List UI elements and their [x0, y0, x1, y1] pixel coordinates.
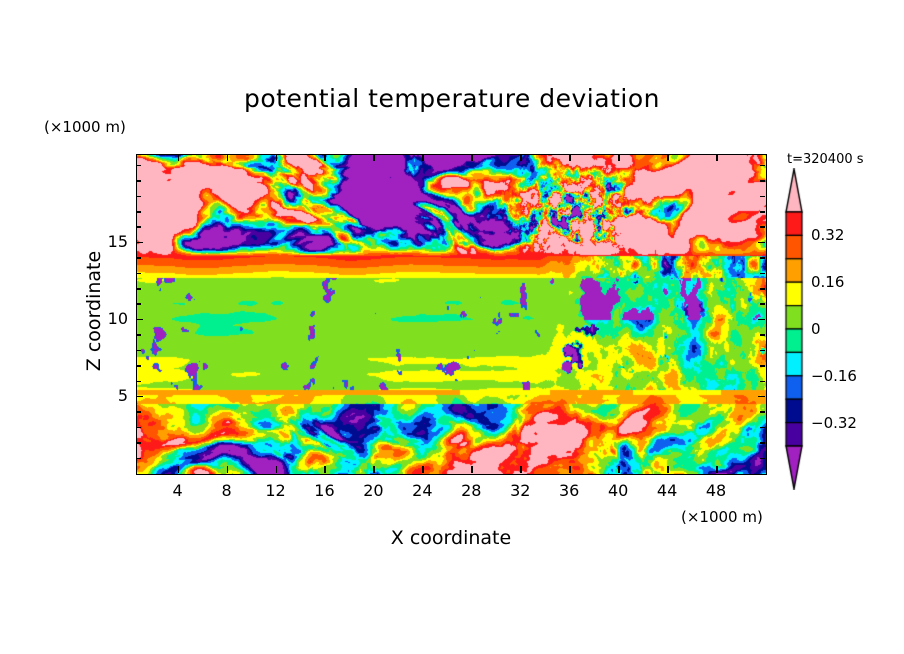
y-axis-minor-tick [136, 180, 141, 182]
x-axis-tick [618, 466, 620, 473]
y-axis-tick [758, 241, 765, 244]
x-axis-tick [667, 154, 669, 161]
y-axis-tick [758, 318, 765, 321]
y-axis-minor-tick [760, 226, 765, 228]
x-axis-tick-label: 40 [607, 481, 629, 500]
y-axis-minor-tick [760, 380, 765, 383]
y-axis-minor-tick [136, 303, 141, 305]
y-axis-minor-tick [760, 303, 765, 305]
y-axis-minor-tick [760, 211, 765, 213]
x-axis-tick-label: 12 [265, 481, 286, 500]
x-axis-tick [471, 466, 473, 473]
x-axis-tick [373, 154, 375, 161]
x-axis-tick [275, 466, 277, 473]
x-axis-tick-label: 8 [221, 481, 232, 500]
y-axis-minor-tick [136, 226, 141, 228]
x-axis-tick [226, 154, 229, 161]
x-axis-tick-label: 28 [461, 481, 482, 500]
y-axis-minor-tick [136, 195, 141, 198]
y-axis-minor-tick [136, 334, 141, 336]
colorbar-tick-label: −0.32 [811, 413, 857, 432]
heatmap-plot-area [136, 154, 767, 475]
y-axis-minor-tick [760, 180, 765, 182]
x-axis-tick [471, 154, 473, 161]
x-axis-tick [373, 466, 375, 473]
x-axis-tick [177, 154, 180, 161]
y-axis-minor-tick [760, 257, 765, 259]
x-axis-unit-label: (×1000 m) [681, 508, 763, 526]
y-axis-minor-tick [136, 442, 141, 444]
x-axis-tick-label: 36 [559, 481, 580, 500]
y-axis-minor-tick [136, 349, 141, 352]
x-axis-tick [226, 466, 229, 473]
y-axis-minor-tick [136, 211, 141, 213]
colorbar [777, 168, 811, 490]
y-axis-minor-tick [136, 257, 141, 259]
x-axis-tick [177, 466, 180, 473]
y-axis-minor-tick [760, 411, 765, 413]
colorbar-gradient [777, 168, 811, 490]
x-axis-tick [520, 466, 522, 473]
x-axis-tick [520, 154, 522, 161]
x-axis-tick [324, 466, 326, 473]
x-axis-tick [716, 154, 718, 161]
y-axis-tick-label: 15 [107, 231, 128, 251]
x-axis-tick [667, 466, 669, 473]
x-axis-tick-label: 20 [363, 481, 384, 500]
x-axis-tick-label: 24 [412, 481, 433, 500]
timestamp-annotation: t=320400 s [787, 152, 864, 167]
x-axis-tick [618, 154, 620, 161]
y-axis-tick [136, 241, 143, 244]
y-axis-unit-label: (×1000 m) [44, 118, 126, 136]
x-axis-tick-label: 16 [314, 481, 335, 500]
colorbar-tick-label: 0.16 [811, 273, 845, 292]
y-axis-minor-tick [760, 272, 765, 275]
x-axis-tick-label: 32 [510, 481, 531, 500]
x-axis-title: X coordinate [390, 527, 512, 549]
x-axis-tick [324, 154, 326, 161]
y-axis-minor-tick [760, 334, 765, 336]
y-axis-tick-label: 10 [107, 308, 128, 328]
y-axis-minor-tick [760, 164, 765, 167]
y-axis-minor-tick [136, 380, 141, 383]
y-axis-minor-tick [760, 457, 765, 460]
y-axis-minor-tick [760, 195, 765, 198]
y-axis-minor-tick [136, 365, 141, 367]
y-axis-minor-tick [136, 426, 141, 429]
x-axis-tick [716, 466, 718, 473]
y-axis-minor-tick [760, 288, 765, 290]
colorbar-tick-label: 0.32 [811, 226, 845, 245]
heatmap-field [137, 155, 766, 474]
y-axis-minor-tick [760, 442, 765, 444]
x-axis-tick [275, 154, 277, 161]
x-axis-tick [422, 466, 424, 473]
colorbar-tick-label: −0.16 [811, 366, 857, 385]
y-axis-minor-tick [136, 272, 141, 275]
y-axis-tick-label: 5 [117, 385, 128, 405]
colorbar-tick-label: 0 [811, 320, 821, 338]
chart-title: potential temperature deviation [244, 84, 660, 113]
x-axis-tick-label: 44 [656, 481, 678, 500]
y-axis-minor-tick [760, 349, 765, 352]
y-axis-minor-tick [136, 411, 141, 413]
y-axis-minor-tick [136, 164, 141, 167]
y-axis-tick [758, 395, 765, 398]
x-axis-tick [569, 154, 571, 161]
y-axis-minor-tick [136, 457, 141, 460]
y-axis-minor-tick [760, 365, 765, 367]
x-axis-tick-label: 48 [705, 481, 727, 500]
y-axis-tick [136, 395, 143, 398]
y-axis-minor-tick [760, 426, 765, 429]
y-axis-tick [136, 318, 143, 321]
x-axis-tick [422, 154, 424, 161]
y-axis-minor-tick [136, 288, 141, 290]
x-axis-tick-label: 4 [172, 481, 183, 500]
x-axis-tick [569, 466, 571, 473]
